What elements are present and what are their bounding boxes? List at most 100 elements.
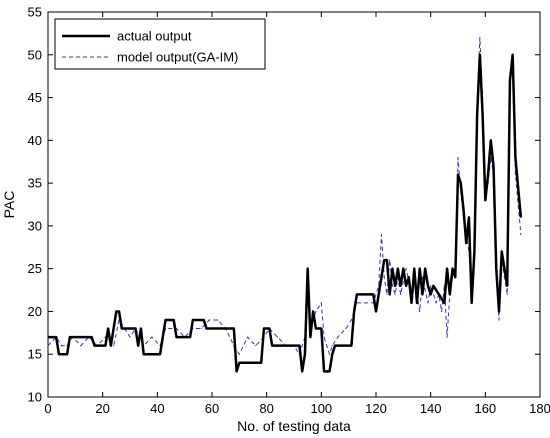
point-model-output <box>364 302 366 304</box>
point-actual-output <box>503 268 506 270</box>
point-actual-output <box>457 173 459 176</box>
point-model-output <box>208 319 210 321</box>
point-actual-output <box>331 353 333 355</box>
point-actual-output <box>189 336 191 338</box>
point-actual-output <box>465 242 467 244</box>
point-model-output <box>446 336 448 338</box>
point-actual-output <box>419 268 421 270</box>
y-tick-label: 25 <box>28 261 42 276</box>
point-actual-output <box>413 268 415 270</box>
x-tick-label: 20 <box>95 401 109 416</box>
point-actual-output <box>55 336 57 338</box>
point-model-output <box>457 156 459 159</box>
y-tick-label: 20 <box>28 304 42 319</box>
y-tick-label: 35 <box>28 176 42 191</box>
point-actual-output <box>304 353 306 355</box>
point-actual-output <box>350 345 352 347</box>
point-model-output <box>328 353 331 355</box>
point-model-output <box>216 319 219 321</box>
point-model-output <box>400 293 402 295</box>
point-model-output <box>277 336 279 338</box>
point-actual-output <box>66 353 68 355</box>
y-axis-label: PAC <box>1 191 17 219</box>
x-tick-label: 140 <box>420 401 442 416</box>
point-actual-output <box>203 319 205 321</box>
point-model-output <box>170 327 172 330</box>
point-model-output <box>61 345 63 347</box>
point-actual-output <box>107 327 109 330</box>
point-actual-output <box>263 327 265 330</box>
point-model-output <box>47 345 49 347</box>
point-actual-output <box>490 139 492 141</box>
point-actual-output <box>93 345 96 347</box>
point-actual-output <box>143 353 145 355</box>
point-actual-output <box>69 336 71 338</box>
point-actual-output <box>402 268 404 270</box>
plot-frame <box>47 11 541 398</box>
point-actual-output <box>446 268 448 270</box>
point-actual-output <box>312 310 314 313</box>
point-model-output <box>520 233 522 236</box>
point-actual-output <box>509 79 511 82</box>
point-actual-output <box>372 293 374 295</box>
point-actual-output <box>334 345 336 347</box>
point-actual-output <box>484 199 486 201</box>
point-model-output <box>389 259 391 261</box>
point-actual-output <box>140 327 142 330</box>
point-model-output <box>421 276 424 278</box>
point-model-output <box>80 345 82 347</box>
point-model-output <box>405 268 407 270</box>
point-actual-output <box>394 285 396 287</box>
point-model-output <box>506 293 508 295</box>
point-actual-output <box>164 319 167 321</box>
point-actual-output <box>498 310 500 313</box>
point-model-output <box>345 327 347 330</box>
legend: actual output model output(GA-IM) <box>54 18 266 70</box>
point-actual-output <box>408 276 410 278</box>
point-actual-output <box>271 345 273 347</box>
point-actual-output <box>162 336 164 338</box>
point-model-output <box>427 302 429 304</box>
y-tick-label: 45 <box>28 90 42 105</box>
point-model-output <box>419 310 421 313</box>
point-actual-output <box>236 370 238 372</box>
point-model-output <box>331 345 333 347</box>
point-actual-output <box>471 302 473 304</box>
point-actual-output <box>400 285 402 287</box>
x-tick-label: 80 <box>259 401 273 416</box>
point-actual-output <box>104 345 106 347</box>
point-model-output <box>430 285 432 287</box>
point-actual-output <box>451 268 454 270</box>
point-model-output <box>246 336 249 338</box>
point-actual-output <box>238 362 240 364</box>
point-actual-output <box>268 327 270 330</box>
point-actual-output <box>137 345 139 347</box>
point-actual-output <box>320 327 322 330</box>
point-actual-output <box>506 285 508 287</box>
x-tick-label: 180 <box>529 401 550 416</box>
point-actual-output <box>110 345 112 347</box>
y-tick-label: 55 <box>28 5 42 20</box>
point-model-output <box>315 310 317 313</box>
point-model-output <box>129 336 131 338</box>
axis-tick-labels: 0 20 40 60 80 100 120 140 160 180 10 15 20 25 30 35 40 45… <box>28 5 550 417</box>
point-actual-output <box>460 182 462 184</box>
point-actual-output <box>397 268 399 270</box>
point-actual-output <box>309 336 311 338</box>
x-tick-label: 120 <box>365 401 387 416</box>
x-tick-label: 40 <box>150 401 164 416</box>
point-actual-output <box>427 285 429 287</box>
point-actual-output <box>443 302 445 304</box>
point-actual-output <box>416 302 418 304</box>
point-model-output <box>337 336 339 338</box>
point-model-output <box>391 285 393 287</box>
point-actual-output <box>468 216 470 218</box>
point-actual-output <box>233 327 235 330</box>
point-actual-output <box>492 165 495 167</box>
point-actual-output <box>323 370 325 372</box>
point-actual-output <box>118 310 120 313</box>
y-tick-label: 50 <box>28 47 42 62</box>
point-actual-output <box>476 114 478 116</box>
point-actual-output <box>91 336 93 338</box>
